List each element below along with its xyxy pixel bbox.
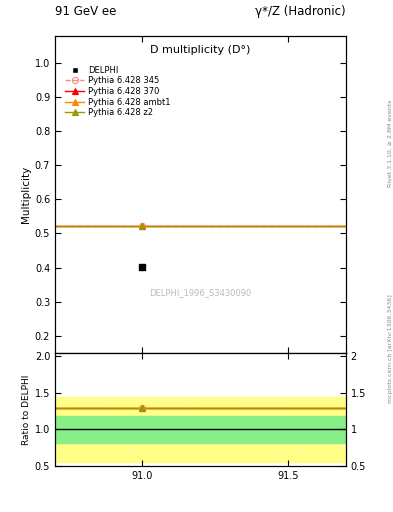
Text: 91 GeV ee: 91 GeV ee [55, 5, 116, 18]
Text: mcplots.cern.ch [arXiv:1306.3436]: mcplots.cern.ch [arXiv:1306.3436] [388, 294, 393, 402]
Legend: DELPHI, Pythia 6.428 345, Pythia 6.428 370, Pythia 6.428 ambt1, Pythia 6.428 z2: DELPHI, Pythia 6.428 345, Pythia 6.428 3… [62, 62, 174, 120]
Bar [55, 397, 346, 462]
Y-axis label: Multiplicity: Multiplicity [20, 166, 31, 223]
Bar [55, 416, 346, 442]
Text: Rivet 3.1.10, ≥ 2.8M events: Rivet 3.1.10, ≥ 2.8M events [388, 100, 393, 187]
Y-axis label: Ratio to DELPHI: Ratio to DELPHI [22, 374, 31, 444]
Text: γ*/Z (Hadronic): γ*/Z (Hadronic) [255, 5, 346, 18]
Text: D multiplicity (D°): D multiplicity (D°) [150, 46, 251, 55]
Text: DELPHI_1996_S3430090: DELPHI_1996_S3430090 [149, 288, 252, 297]
